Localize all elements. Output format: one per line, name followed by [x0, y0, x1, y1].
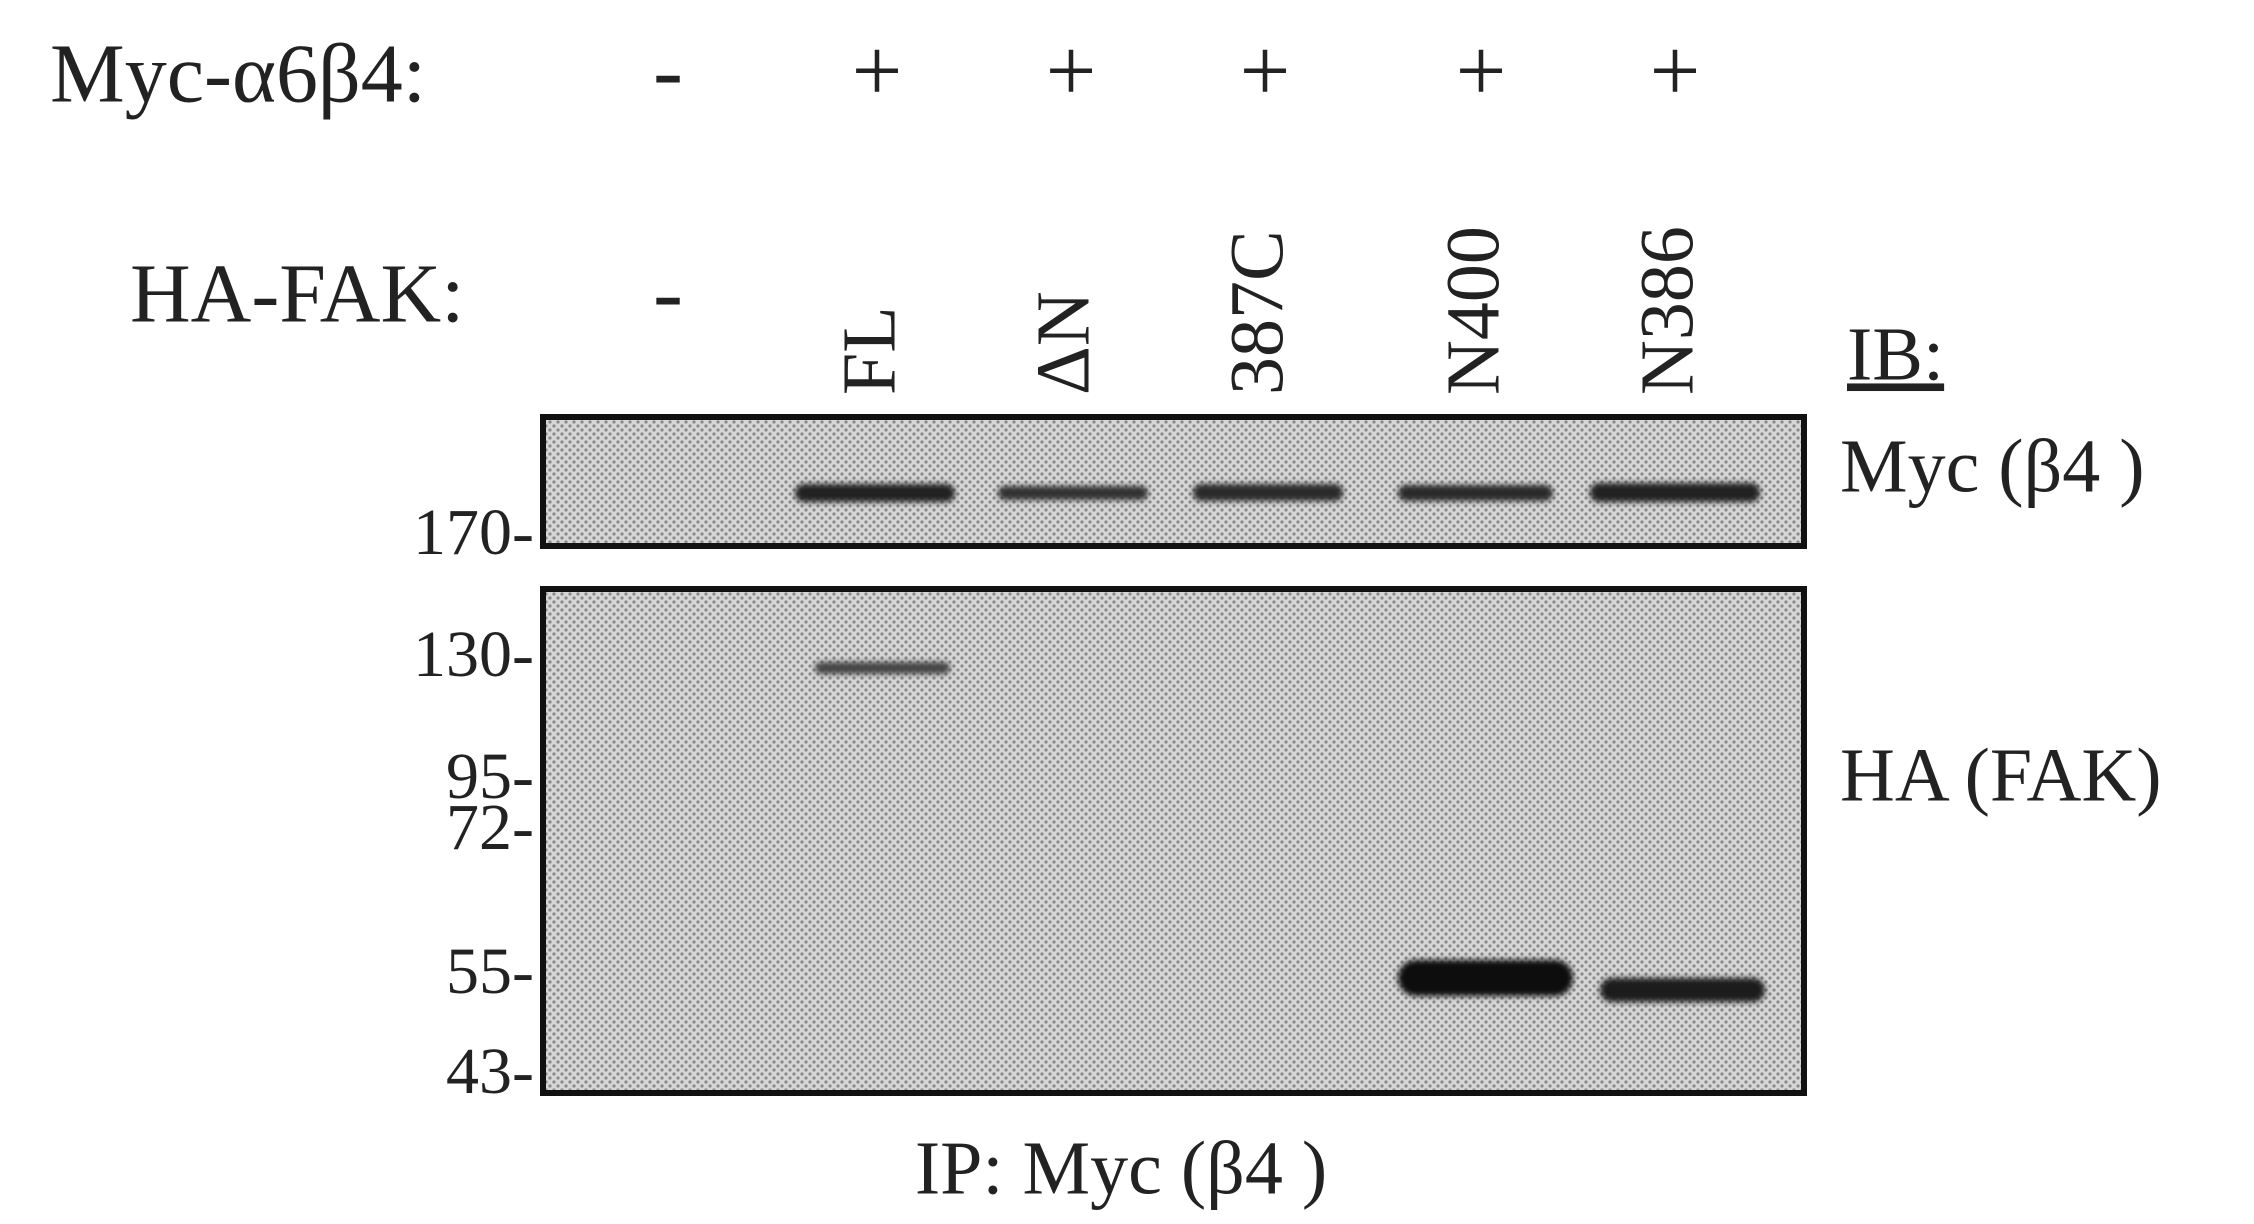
myc-lane-value: + — [1240, 22, 1291, 121]
ha-lane-value: - — [653, 244, 683, 343]
top-blot-panel — [543, 417, 1804, 546]
band — [998, 486, 1148, 500]
myc-lane-value: + — [1046, 22, 1097, 121]
band — [1398, 960, 1573, 996]
bottom-blot-label: HA (FAK) — [1840, 733, 2162, 817]
myc-lane-value: + — [1650, 22, 1701, 121]
band — [1193, 484, 1343, 501]
ha-lane-value: N400 — [1431, 226, 1515, 395]
mw-marker: 130- — [413, 618, 534, 691]
bottom-blot-panel — [543, 589, 1804, 1093]
ip-label: IP: Myc (β4 ) — [915, 1126, 1327, 1210]
myc-lane-value: - — [653, 22, 683, 121]
band — [815, 662, 950, 674]
top-blot-label: Myc (β4 ) — [1840, 424, 2145, 508]
myc-lane-value: + — [1456, 22, 1507, 121]
blot-figure: Myc-α6β4: HA-FAK: IB: Myc (β4 ) HA (FAK)… — [0, 0, 2254, 1224]
ha-lane-value: 387C — [1215, 230, 1299, 395]
band — [1600, 978, 1765, 1002]
band — [1398, 485, 1553, 501]
ha-lane-value: N386 — [1625, 226, 1709, 395]
myc-row-label: Myc-α6β4: — [50, 27, 426, 120]
band — [1590, 483, 1760, 502]
mw-marker: 55- — [446, 935, 534, 1008]
ha-lane-value: FL — [827, 306, 911, 395]
band — [795, 484, 955, 502]
myc-lane-value: + — [852, 22, 903, 121]
mw-marker: 170- — [413, 496, 534, 569]
ib-label: IB: — [1847, 312, 1944, 396]
mw-marker: 72- — [446, 791, 534, 864]
mw-marker: 43- — [446, 1035, 534, 1108]
ha-lane-value: ΔN — [1021, 291, 1105, 395]
ha-row-label: HA-FAK: — [130, 247, 464, 340]
